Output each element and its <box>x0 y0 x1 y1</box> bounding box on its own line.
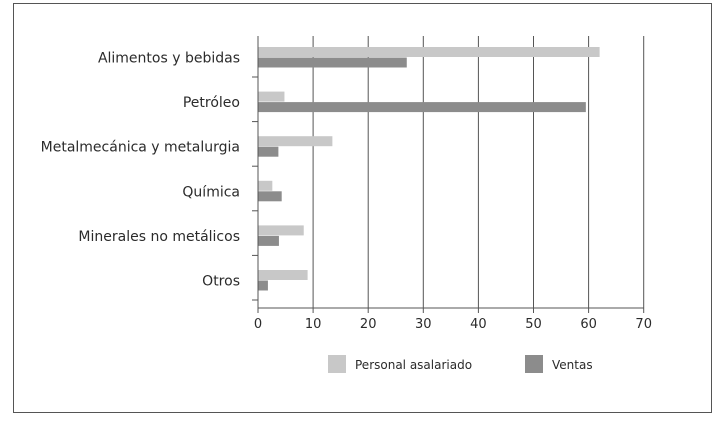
x-tick-label: 20 <box>360 317 377 332</box>
category-label: Alimentos y bebidas <box>98 51 240 67</box>
category-label: Química <box>182 184 240 200</box>
category-label: Petróleo <box>183 95 240 111</box>
legend-label: Personal asalariado <box>355 358 472 372</box>
bar-personal-asalariado <box>258 270 308 280</box>
bar-ventas <box>258 235 279 246</box>
bar-ventas <box>258 191 282 202</box>
axes <box>252 36 645 313</box>
legend-swatch <box>328 355 346 373</box>
category-label: Otros <box>202 274 240 290</box>
legend: Personal asalariado Ventas <box>328 355 593 373</box>
category-label: Minerales no metálicos <box>78 229 240 245</box>
bar-personal-asalariado <box>258 91 285 102</box>
x-tick-label: 60 <box>580 317 597 332</box>
tick-labels: 0 10 20 30 40 50 60 70 <box>254 317 652 332</box>
gridlines <box>312 36 645 308</box>
category-label: Metalmecánica y metalurgia <box>41 140 240 156</box>
chart-frame <box>13 3 712 413</box>
bar-ventas <box>258 280 268 291</box>
bar-ventas <box>258 102 586 113</box>
bars <box>258 47 600 291</box>
legend-label: Ventas <box>552 358 593 372</box>
bar-personal-asalariado <box>258 136 333 147</box>
legend-swatch <box>525 355 543 373</box>
x-tick-label: 30 <box>415 317 432 332</box>
bar-personal-asalariado <box>258 180 273 191</box>
x-tick-label: 70 <box>635 317 652 332</box>
x-tick-label: 10 <box>305 317 322 332</box>
x-tick-label: 40 <box>470 317 487 332</box>
x-tick-label: 50 <box>525 317 542 332</box>
category-labels: Alimentos y bebidas Petróleo Metalmecánica… <box>41 51 240 290</box>
bar-personal-asalariado <box>258 47 600 57</box>
bar-personal-asalariado <box>258 225 304 236</box>
x-tick-label: 0 <box>254 317 262 332</box>
bar-ventas <box>258 146 279 157</box>
bar-ventas <box>258 57 407 68</box>
